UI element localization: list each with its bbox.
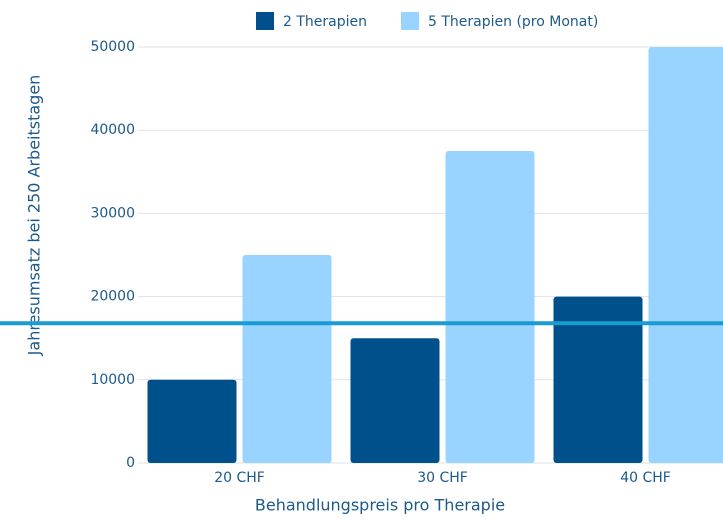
x-tick-label: 40 CHF [620,470,671,486]
bar [147,379,237,463]
y-axis-label: Jahresumsatz bei 250 Arbeitstagen [25,75,44,357]
legend-swatch [256,12,274,30]
y-tick-label: 40000 [90,122,135,138]
legend-swatch [401,12,419,30]
y-tick-label: 20000 [90,289,135,305]
legend-label: 5 Therapien (pro Monat) [428,14,598,30]
bar [445,151,535,463]
bar [242,255,332,463]
bar [648,47,723,463]
y-tick-label: 10000 [90,372,135,388]
bar [350,338,440,463]
legend-label: 2 Therapien [283,14,367,30]
y-tick-label: 0 [126,455,135,471]
x-tick-label: 30 CHF [417,470,468,486]
bar [553,296,643,463]
x-tick-label: 20 CHF [214,470,265,486]
y-tick-label: 50000 [90,39,135,55]
y-tick-label: 30000 [90,205,135,221]
x-axis-label: Behandlungspreis pro Therapie [255,496,505,515]
